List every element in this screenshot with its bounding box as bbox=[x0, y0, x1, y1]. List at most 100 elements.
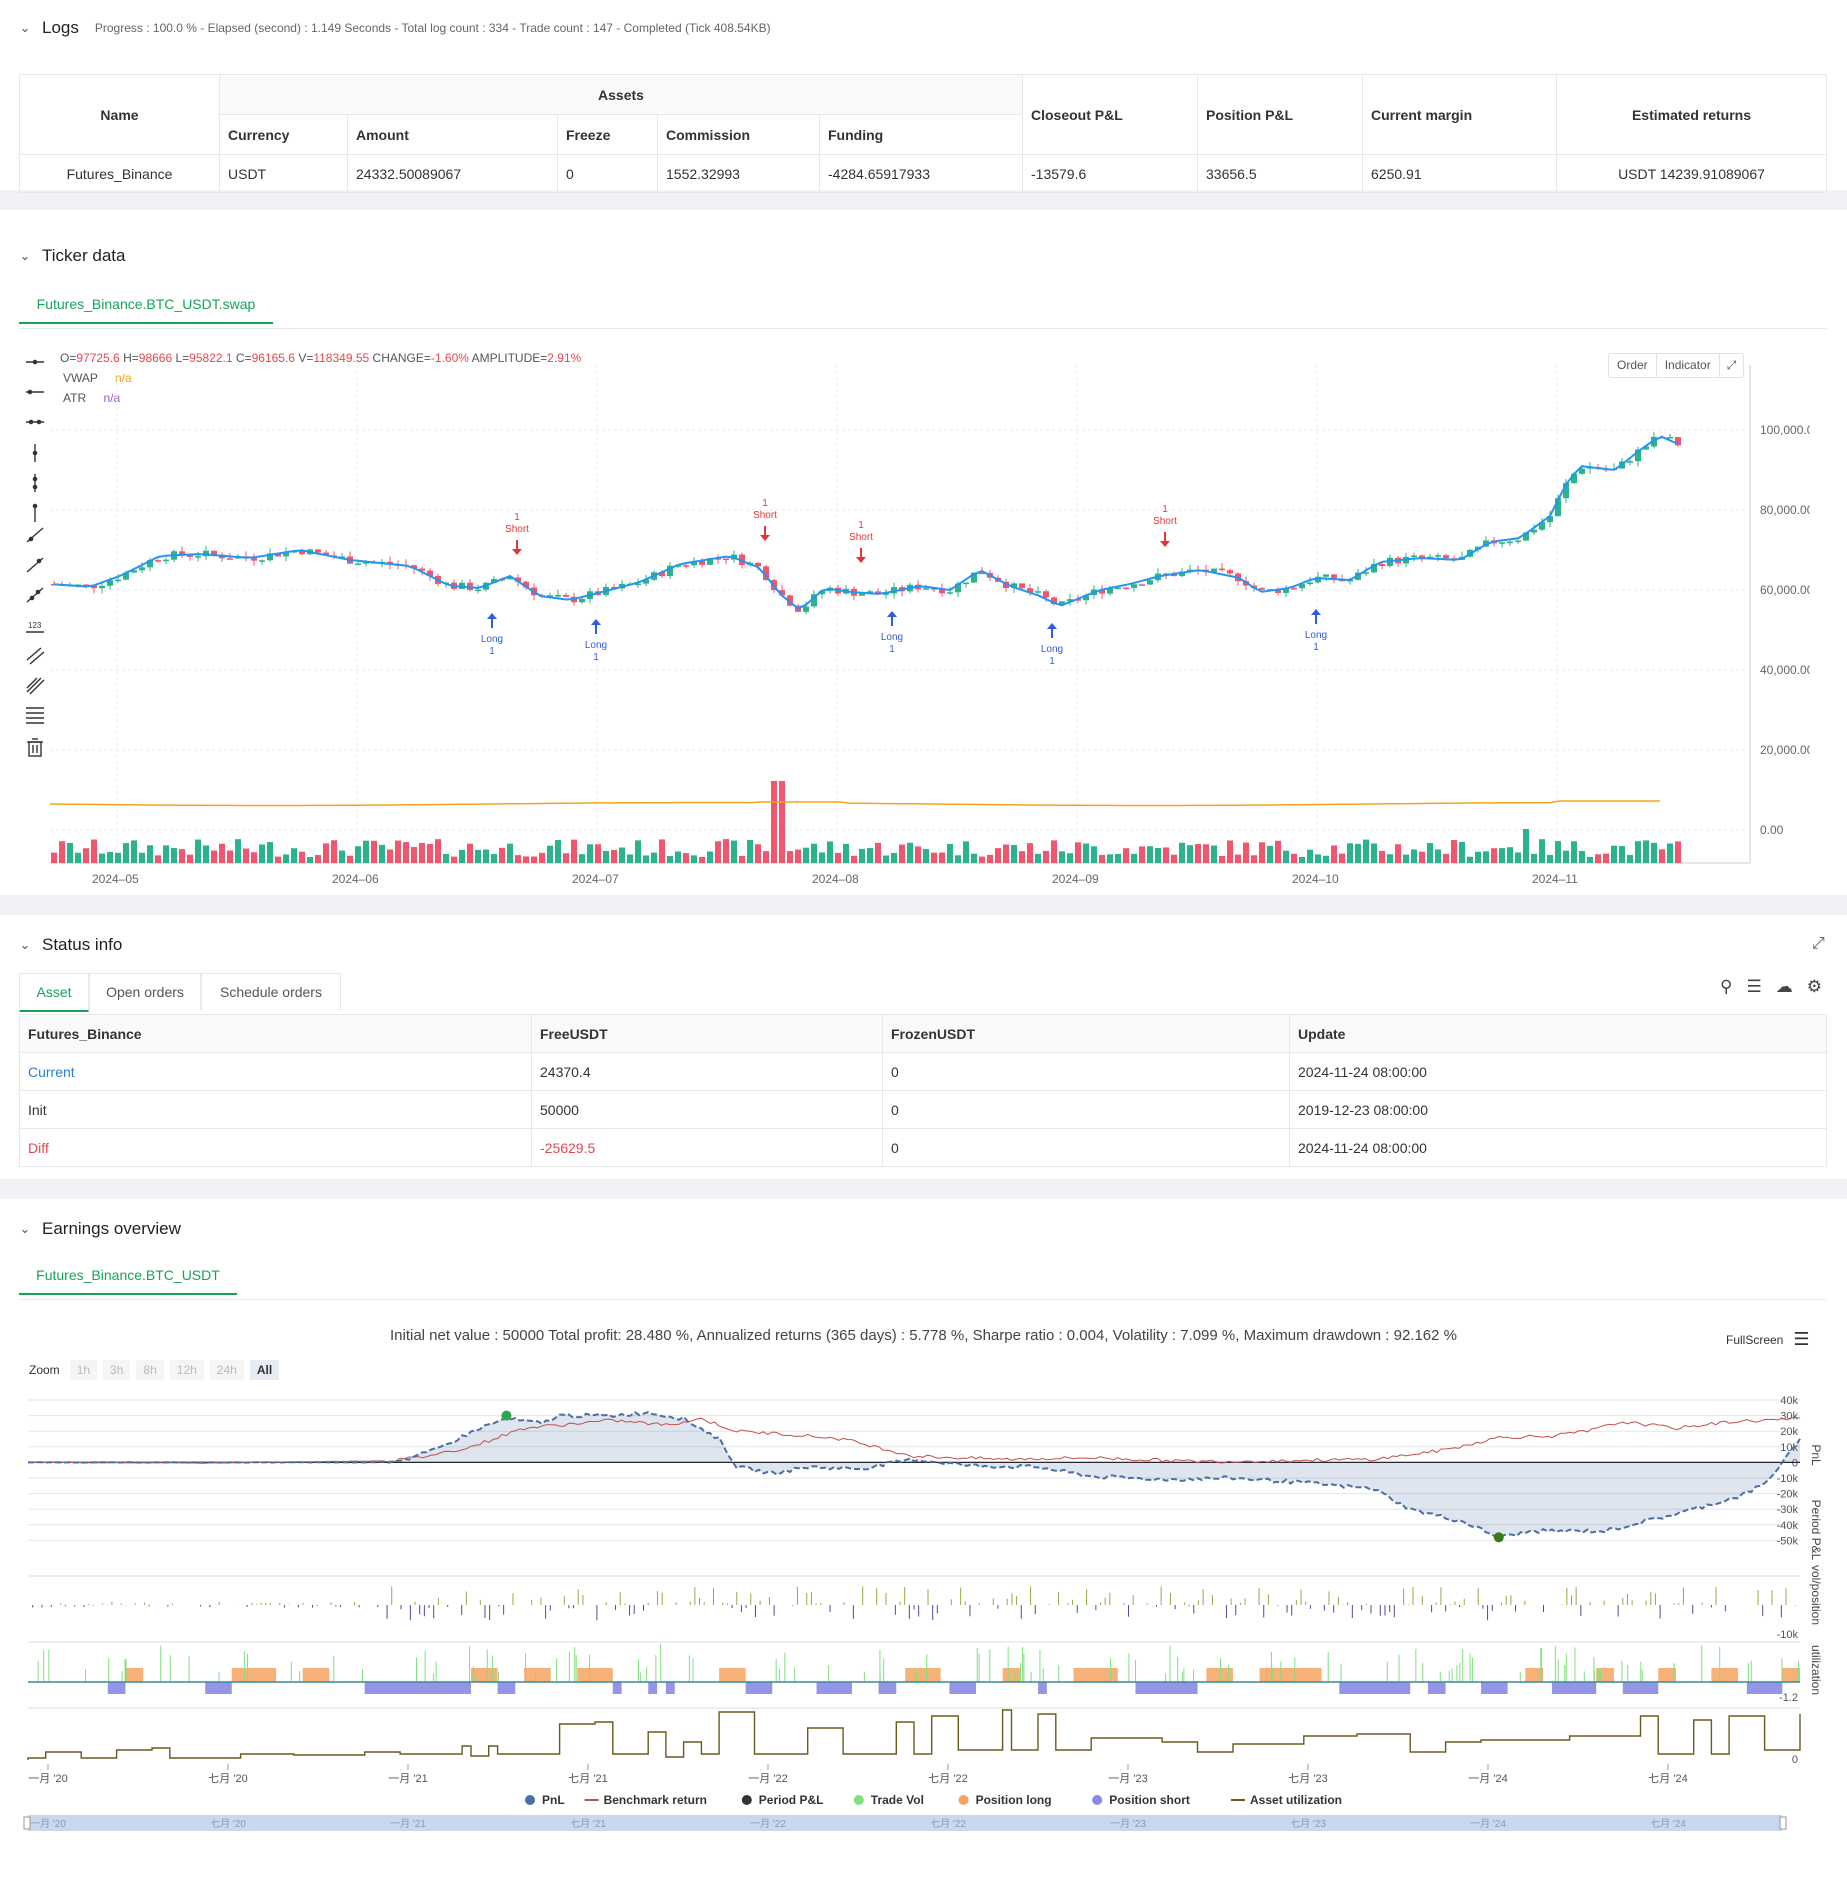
drawing-tools[interactable]: 123 bbox=[22, 350, 48, 990]
tab-schedule-orders[interactable]: Schedule orders bbox=[201, 973, 341, 1010]
volume-bar bbox=[1539, 839, 1545, 863]
candle-body bbox=[363, 562, 369, 564]
navigator-range bbox=[28, 1815, 1782, 1831]
candle-body bbox=[91, 585, 97, 589]
menu-icon[interactable]: ☰ bbox=[1793, 1329, 1810, 1349]
tab-asset[interactable]: Asset bbox=[19, 973, 89, 1012]
volume-bar bbox=[155, 855, 161, 863]
row-init-free: 50000 bbox=[531, 1090, 883, 1129]
candle-body bbox=[1379, 564, 1385, 566]
ticker-header[interactable]: ⌄ Ticker data bbox=[18, 246, 126, 266]
long-qty: 1 bbox=[489, 646, 495, 657]
search-icon[interactable]: ⚲ bbox=[1720, 977, 1733, 996]
candlestick-chart[interactable]: 2024–05 2024–06 2024–07 2024–08 2024–09 2024–… bbox=[50, 335, 1810, 895]
long-label: Long bbox=[1305, 630, 1327, 641]
volume-bar bbox=[1155, 847, 1161, 863]
table-row: Current 24370.4 0 2024-11-24 08:00:00 bbox=[19, 1052, 1827, 1091]
zoom-1h[interactable]: 1h bbox=[69, 1360, 98, 1380]
tab-earnings-symbol[interactable]: Futures_Binance.BTC_USDT bbox=[19, 1257, 237, 1295]
volume-bar bbox=[827, 841, 833, 863]
candle-body bbox=[187, 555, 193, 557]
order-button[interactable]: Order bbox=[1609, 354, 1657, 377]
candle-body bbox=[411, 565, 417, 569]
volume-bar bbox=[475, 849, 481, 863]
col-currency: Currency bbox=[219, 114, 348, 155]
position-long bbox=[1658, 1668, 1676, 1682]
zoom-24h[interactable]: 24h bbox=[209, 1360, 244, 1380]
candle-body bbox=[1283, 588, 1289, 593]
atr-legend: ATR n/a bbox=[63, 391, 120, 405]
short-arrowhead bbox=[1160, 541, 1170, 547]
status-header[interactable]: ⌄ Status info bbox=[18, 935, 123, 955]
volume-bar bbox=[1163, 847, 1169, 863]
candle-body bbox=[283, 551, 289, 557]
long-qty: 1 bbox=[889, 644, 895, 655]
chevron-down-icon[interactable]: ⌄ bbox=[19, 20, 31, 35]
candle-body bbox=[155, 560, 161, 562]
navigator-handle-left bbox=[23, 1816, 31, 1830]
candle-body bbox=[1571, 473, 1577, 484]
indicator-button[interactable]: Indicator bbox=[1657, 354, 1720, 377]
horizontal-ray-icon bbox=[26, 389, 44, 395]
zoom-8h[interactable]: 8h bbox=[136, 1360, 164, 1380]
volume-bar bbox=[131, 840, 137, 863]
ohlc-amp-label: AMPLITUDE= bbox=[471, 351, 548, 365]
position-long bbox=[125, 1668, 144, 1682]
volume-bar bbox=[1147, 846, 1153, 863]
zoom-12h[interactable]: 12h bbox=[169, 1360, 204, 1380]
volume-bar bbox=[1435, 849, 1441, 863]
extended-line-icon bbox=[26, 419, 44, 425]
logs-header[interactable]: ⌄ Logs Progress : 100.0 % - Elapsed (sec… bbox=[18, 18, 771, 38]
chevron-down-icon[interactable]: ⌄ bbox=[19, 1221, 31, 1236]
volume-bar bbox=[459, 849, 465, 863]
list-icon[interactable]: ☰ bbox=[1746, 977, 1762, 996]
tab-open-orders[interactable]: Open orders bbox=[89, 973, 201, 1010]
volume-bar bbox=[1219, 855, 1225, 863]
position-long bbox=[719, 1668, 746, 1682]
candle-body bbox=[339, 556, 345, 558]
zoom-all[interactable]: All bbox=[249, 1360, 280, 1380]
earnings-chart[interactable]: 40k 30k 20k 10k 0 -10k -20k -30k -40k -50k PnL Peri… bbox=[0, 1380, 1847, 1880]
y-tick-label: 80,000.00 bbox=[1760, 503, 1810, 517]
candle-body bbox=[1131, 584, 1137, 588]
candle-body bbox=[107, 580, 113, 586]
x-tick-label: 七月 '22 bbox=[928, 1772, 967, 1785]
volume-bar bbox=[443, 853, 449, 863]
position-short bbox=[612, 1682, 622, 1694]
volume-bar bbox=[1179, 842, 1185, 863]
candle-body bbox=[555, 594, 561, 597]
fullscreen-button[interactable]: FullScreen bbox=[1726, 1332, 1784, 1347]
collapse-icon[interactable]: ⤢ bbox=[1812, 935, 1825, 952]
zoom-3h[interactable]: 3h bbox=[103, 1360, 131, 1380]
candle-body bbox=[579, 598, 585, 603]
x-tick-label: 2024–09 bbox=[1052, 872, 1099, 886]
short-qty: 1 bbox=[514, 512, 520, 523]
volume-bar bbox=[235, 839, 241, 863]
trash-icon bbox=[27, 738, 43, 757]
col-funding: Funding bbox=[819, 114, 1023, 155]
candle-body bbox=[1363, 572, 1369, 574]
candle-body bbox=[819, 590, 825, 595]
chevron-down-icon[interactable]: ⌄ bbox=[19, 937, 31, 952]
chevron-down-icon[interactable]: ⌄ bbox=[19, 248, 31, 263]
navigator-label: 七月 '20 bbox=[210, 1818, 246, 1830]
fullscreen-control: FullScreen ☰ bbox=[1726, 1329, 1810, 1350]
candle-body bbox=[115, 579, 121, 582]
expand-icon[interactable]: ⤢ bbox=[1726, 358, 1737, 372]
candle-body bbox=[1515, 540, 1521, 543]
candle-body bbox=[699, 560, 705, 565]
candle-body bbox=[515, 577, 521, 582]
cloud-download-icon[interactable]: ☁ bbox=[1775, 977, 1793, 996]
row-current-label[interactable]: Current bbox=[19, 1052, 532, 1091]
table-row: Futures_Binance USDT 24332.50089067 0 15… bbox=[19, 154, 1827, 193]
volume-bar bbox=[715, 841, 721, 863]
gear-icon[interactable]: ⚙ bbox=[1806, 977, 1822, 996]
volume-bar bbox=[483, 849, 489, 863]
volume-bar bbox=[939, 852, 945, 863]
row-init-label: Init bbox=[19, 1090, 532, 1129]
tab-ticker-symbol[interactable]: Futures_Binance.BTC_USDT.swap bbox=[19, 286, 273, 324]
earnings-header[interactable]: ⌄ Earnings overview bbox=[18, 1219, 181, 1239]
candle-body bbox=[635, 583, 641, 586]
volume-bar bbox=[243, 848, 249, 863]
